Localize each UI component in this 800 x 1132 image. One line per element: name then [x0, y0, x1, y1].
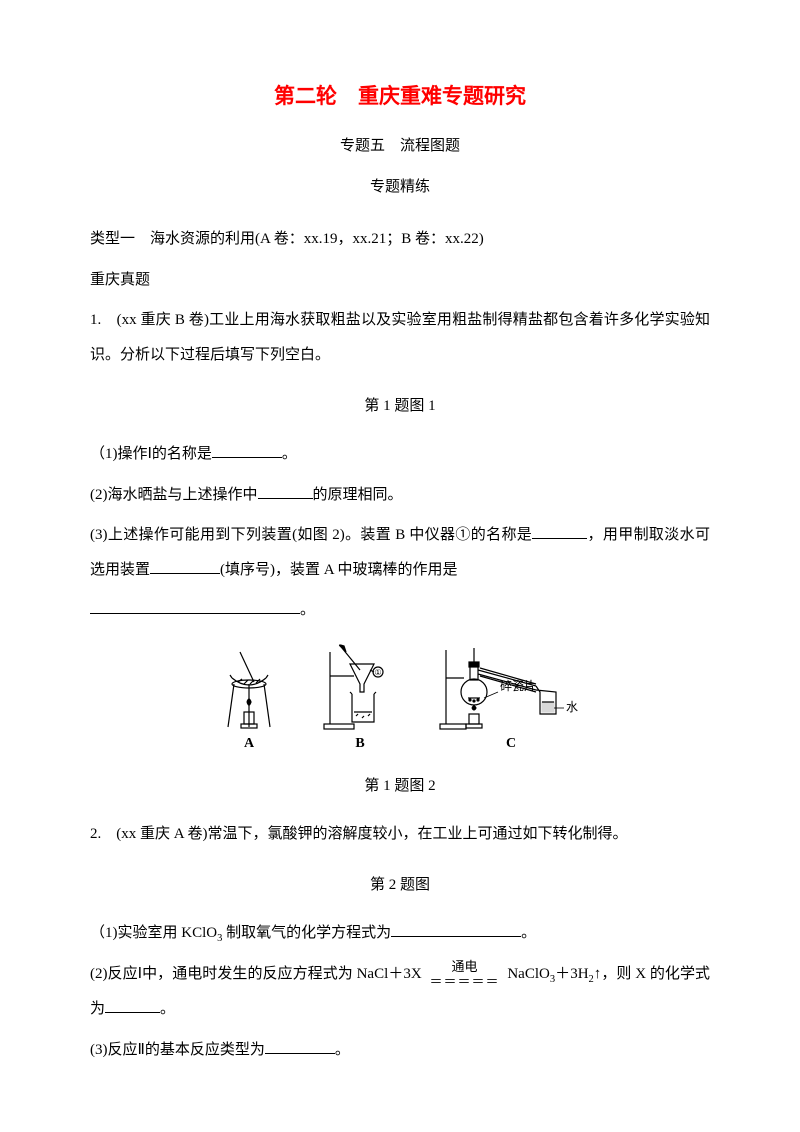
q2-part2: (2)反应Ⅰ中，通电时发生的反应方程式为 NaCl＋3X 通电 ＝＝＝＝＝ Na… [90, 957, 710, 1027]
q1-part1: （1)操作Ⅰ的名称是 。 [90, 437, 710, 472]
q1-p3-c: (填序号)，装置 A 中玻璃棒的作用是 [220, 562, 458, 578]
q2-p2-a: (2)反应Ⅰ中，通电时发生的反应方程式为 NaCl＋3X [90, 966, 422, 982]
q2-p2-c: ＋3H [555, 966, 588, 982]
q2-p2-b: NaClO [507, 966, 550, 982]
q1-part2: (2)海水晒盐与上述操作中 的原理相同。 [90, 478, 710, 513]
apparatus-c-svg: 碎瓷片 水 [436, 642, 586, 732]
q1-p3-end: 。 [300, 602, 315, 618]
q2-part1: （1)实验室用 KClO3 制取氧气的化学方程式为。 [90, 916, 710, 951]
apparatus-a-label: A [244, 736, 254, 752]
annot-water: 水 [566, 700, 578, 714]
blank [105, 998, 160, 1013]
q2-p3-pre: (3)反应Ⅱ的基本反应类型为 [90, 1042, 265, 1058]
apparatus-b-svg: ① [320, 642, 400, 732]
q1-part3-cont: 。 [90, 593, 710, 628]
q2-fig-caption: 第 2 题图 [90, 873, 710, 894]
q1-fig1-caption: 第 1 题图 1 [90, 394, 710, 415]
blank [391, 922, 521, 937]
blank [265, 1039, 335, 1054]
q1-p2-pre: (2)海水晒盐与上述操作中 [90, 487, 258, 503]
q2-p1-post: 。 [521, 925, 536, 941]
type-line: 类型一 海水资源的利用(A 卷：xx.19，xx.21；B 卷：xx.22) [90, 222, 710, 257]
section-label: 专题精练 [90, 175, 710, 196]
apparatus-b-label: B [355, 736, 364, 752]
annot-circle: ① [374, 668, 381, 677]
blank [212, 443, 282, 458]
eq-top: 通电 [430, 960, 500, 974]
page-title: 第二轮 重庆重难专题研究 [90, 80, 710, 110]
q1-fig2-caption: 第 1 题图 2 [90, 774, 710, 795]
q2-p1-mid: 制取氧气的化学方程式为 [222, 925, 391, 941]
apparatus-a: A [214, 642, 284, 752]
q2-p1-pre: （1)实验室用 KClO [90, 925, 217, 941]
q1-p3-a: (3)上述操作可能用到下列装置(如图 2)。装置 B 中仪器①的名称是 [90, 527, 532, 543]
q1-part3: (3)上述操作可能用到下列装置(如图 2)。装置 B 中仪器①的名称是，用甲制取… [90, 518, 710, 587]
blank [90, 599, 300, 614]
blank [532, 524, 587, 539]
truth-heading: 重庆真题 [90, 263, 710, 298]
subtitle: 专题五 流程图题 [90, 134, 710, 155]
q2-p3-post: 。 [335, 1042, 350, 1058]
annot-chips: 碎瓷片 [500, 678, 536, 693]
q1-p1-pre: （1)操作Ⅰ的名称是 [90, 446, 212, 462]
eq-mid: ＝＝＝＝＝ [430, 975, 500, 989]
apparatus-c-label: C [506, 736, 516, 752]
apparatus-b: ① B [320, 642, 400, 752]
apparatus-row: A [90, 642, 710, 752]
blank [258, 484, 313, 499]
equation-arrow: 通电 ＝＝＝＝＝ [430, 960, 500, 989]
blank [150, 559, 220, 574]
q1-p2-post: 的原理相同。 [313, 487, 403, 503]
apparatus-c: 碎瓷片 水 C [436, 642, 586, 752]
q2-stem: 2. (xx 重庆 A 卷)常温下，氯酸钾的溶解度较小，在工业上可通过如下转化制… [90, 817, 710, 852]
apparatus-a-svg [214, 642, 284, 732]
q2-p2-post: 。 [160, 1001, 175, 1017]
q1-p1-post: 。 [282, 446, 297, 462]
q1-stem: 1. (xx 重庆 B 卷)工业上用海水获取粗盐以及实验室用粗盐制得精盐都包含着… [90, 303, 710, 372]
q2-part3: (3)反应Ⅱ的基本反应类型为 。 [90, 1033, 710, 1068]
